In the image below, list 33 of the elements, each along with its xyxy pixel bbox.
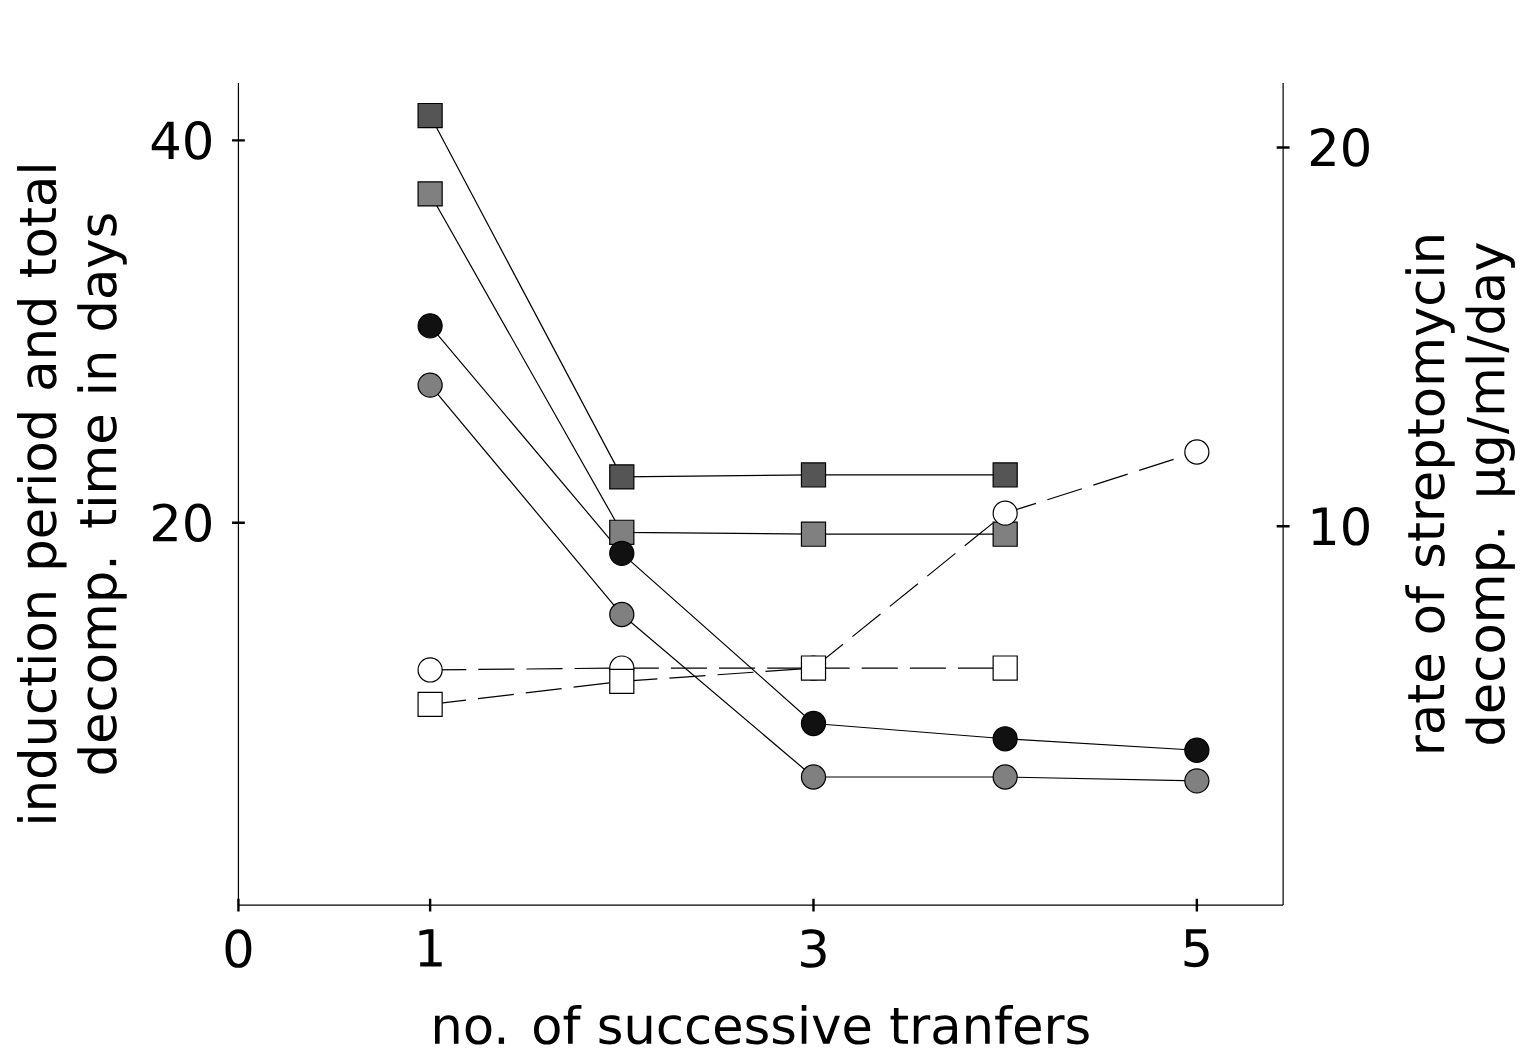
y2-axis-title: rate of streptomycin decomp. µg/ml/day (1405, 236, 1515, 752)
y2-tick-label: 10 (1312, 507, 1369, 546)
point (800, 764, 827, 790)
point (992, 462, 1018, 488)
point (800, 462, 827, 488)
point (609, 602, 635, 628)
point (1184, 737, 1210, 764)
point (417, 313, 443, 339)
point (417, 657, 443, 683)
x-tick-label: 1 (419, 929, 442, 967)
point (800, 711, 827, 737)
y-axis-title: induction period and total decomp. time in days (17, 166, 127, 822)
point (800, 521, 827, 548)
point (1184, 439, 1210, 465)
point (992, 726, 1018, 752)
x-tick-label: 0 (225, 929, 252, 969)
point (992, 521, 1018, 548)
point (992, 500, 1018, 527)
point (417, 181, 443, 207)
point (609, 540, 635, 567)
point (992, 655, 1018, 681)
y-tick-label: 40 (151, 121, 211, 160)
point (992, 764, 1018, 790)
x-axis-title: no. of successive tranfers (435, 1005, 1089, 1045)
point (1184, 768, 1210, 794)
point (609, 668, 635, 695)
point (417, 691, 443, 718)
y2-tick-label: 20 (1310, 128, 1369, 167)
point (609, 464, 635, 490)
x-tick-label: 5 (1184, 929, 1209, 968)
x-tick-label: 3 (801, 929, 826, 969)
point (417, 103, 443, 129)
point (417, 372, 443, 398)
